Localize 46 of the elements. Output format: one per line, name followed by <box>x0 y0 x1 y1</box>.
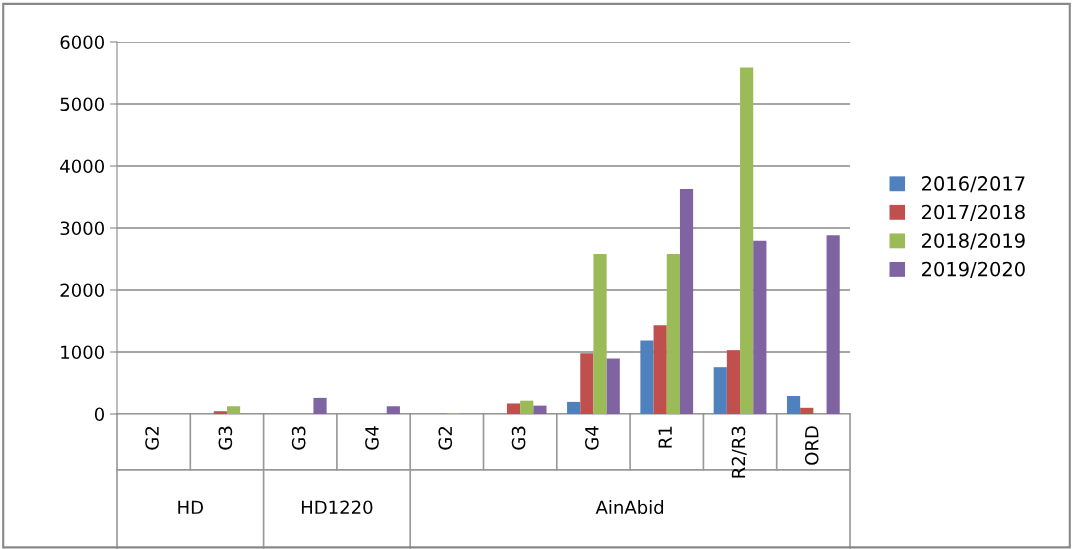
y-tick-label: 1000 <box>61 345 104 360</box>
x-tick-label: G2 <box>438 426 453 450</box>
legend-label: 2019/2020 <box>922 261 1025 278</box>
legend-label: 2017/2018 <box>922 204 1025 221</box>
bar <box>567 401 581 414</box>
x-tick-label: ORD <box>804 426 819 465</box>
bar <box>726 350 741 414</box>
bar <box>313 397 327 414</box>
legend-label: 2018/2019 <box>922 233 1025 250</box>
bar <box>640 340 654 414</box>
x-tick-label: R2/R3 <box>731 426 747 478</box>
text: HD1220 <box>301 500 373 515</box>
bar <box>386 406 400 414</box>
bar <box>826 235 840 414</box>
x-tick-label: G3 <box>291 426 306 450</box>
bar <box>606 358 620 414</box>
x-tick-label: G3 <box>511 426 526 450</box>
bar <box>226 406 241 414</box>
x-tick-label: G2 <box>145 426 159 450</box>
bar <box>753 240 767 414</box>
bar <box>533 405 547 414</box>
x-tick-label: G4 <box>585 426 599 450</box>
y-tick-label: 2000 <box>60 283 104 298</box>
legend-label: 2016/2017 <box>922 176 1025 193</box>
bar <box>213 411 227 414</box>
y-tick-label: 0 <box>94 407 104 422</box>
bar <box>800 407 814 414</box>
bar <box>580 353 594 414</box>
bar <box>740 67 754 414</box>
text: HD <box>178 500 203 514</box>
text: AinAbid <box>595 500 664 515</box>
bar <box>593 254 607 414</box>
y-tick-label: 4000 <box>60 159 104 174</box>
x-tick-label: G4 <box>365 426 379 450</box>
x-tick-label: G3 <box>218 426 233 450</box>
y-tick-label: 5000 <box>60 97 104 112</box>
y-tick-label: 6000 <box>60 35 104 50</box>
bar <box>666 254 680 414</box>
bar <box>713 367 727 414</box>
y-tick-label: 3000 <box>60 221 104 236</box>
bar <box>520 400 534 414</box>
bar <box>506 403 521 414</box>
x-tick-label: R1 <box>658 426 672 448</box>
bar <box>786 396 801 414</box>
bar <box>679 188 694 414</box>
bar <box>653 325 667 414</box>
